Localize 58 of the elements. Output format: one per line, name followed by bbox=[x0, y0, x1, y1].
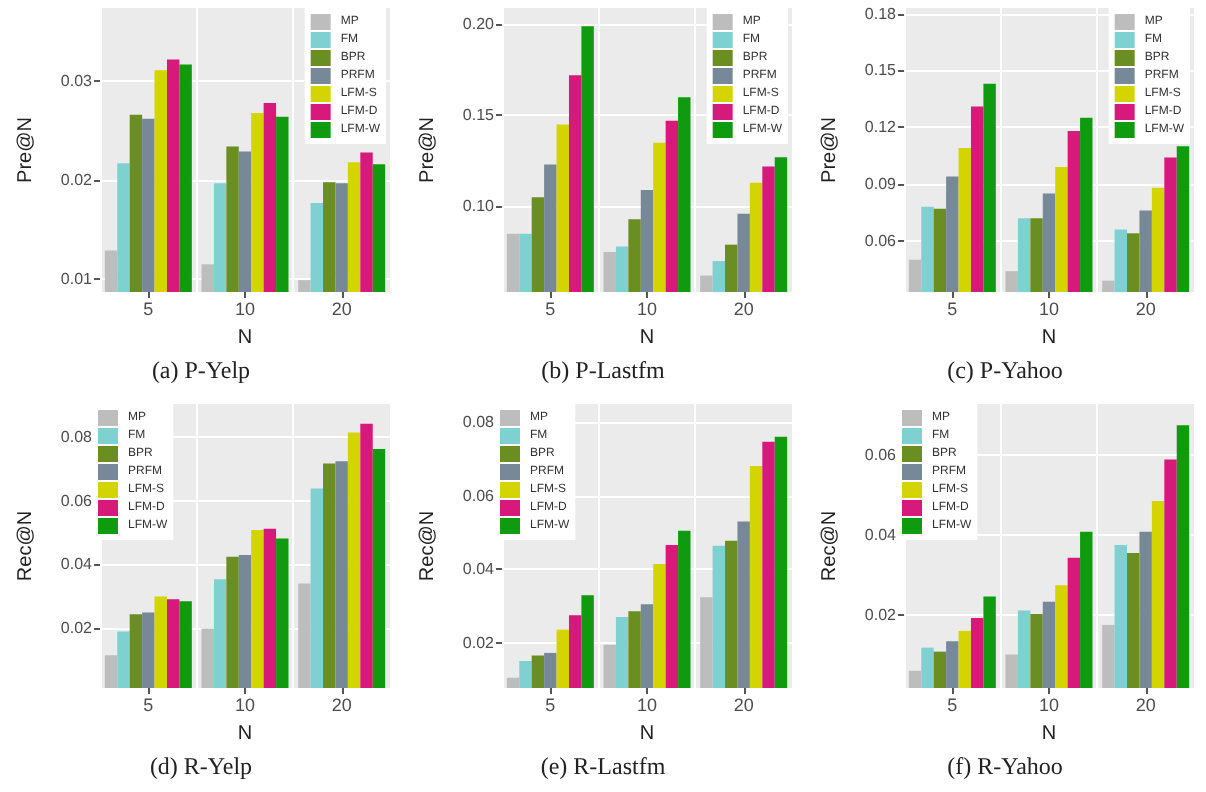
x-tick-label: 20 bbox=[1135, 299, 1156, 319]
y-tick-label: 0.02 bbox=[60, 171, 94, 190]
x-tick-label: 20 bbox=[733, 695, 754, 715]
x-tick-label: 10 bbox=[1038, 695, 1060, 715]
x-tick-label: 10 bbox=[1038, 299, 1060, 319]
x-tick-label: 5 bbox=[947, 695, 958, 715]
x-tick-label: 10 bbox=[234, 299, 256, 319]
y-tick-label: 0.15 bbox=[864, 61, 898, 80]
y-tick-label: 0.08 bbox=[462, 412, 496, 431]
x-tick-label: 20 bbox=[331, 299, 352, 319]
y-tick-label: 0.04 bbox=[462, 560, 496, 579]
x-axis-title: N bbox=[237, 326, 253, 349]
text: (c) P-Yahoo bbox=[947, 356, 1063, 384]
y-tick-label: 0.02 bbox=[864, 605, 898, 624]
y-tick-label: 0.12 bbox=[864, 118, 898, 137]
y-tick-label: 0.06 bbox=[60, 491, 94, 510]
y-axis-title: Rec@N bbox=[417, 510, 439, 582]
x-tick-label: 5 bbox=[947, 299, 958, 319]
x-tick-label: 5 bbox=[545, 695, 556, 715]
x-axis-title: N bbox=[639, 722, 655, 745]
x-tick-label: 20 bbox=[331, 695, 352, 715]
x-tick-label: 5 bbox=[545, 299, 556, 319]
x-tick-label: 5 bbox=[143, 299, 154, 319]
y-tick-label: 0.03 bbox=[60, 72, 94, 91]
text: (a) P-Yelp bbox=[151, 356, 251, 384]
x-tick-label: 10 bbox=[636, 695, 658, 715]
y-tick-label: 0.06 bbox=[864, 445, 898, 464]
y-axis-title: Pre@N bbox=[15, 117, 37, 183]
x-tick-label: 20 bbox=[733, 299, 754, 319]
y-tick-label: 0.01 bbox=[60, 270, 94, 289]
y-tick-label: 0.15 bbox=[462, 106, 496, 125]
x-tick-label: 20 bbox=[1135, 695, 1156, 715]
y-tick-label: 0.06 bbox=[462, 486, 496, 505]
y-tick-label: 0.10 bbox=[462, 197, 496, 216]
y-tick-label: 0.20 bbox=[462, 15, 496, 34]
y-tick-label: 0.02 bbox=[462, 634, 496, 653]
y-tick-label: 0.06 bbox=[864, 231, 898, 250]
y-tick-label: 0.18 bbox=[864, 4, 898, 23]
x-axis-title: N bbox=[1041, 326, 1057, 349]
y-axis-title: Rec@N bbox=[819, 510, 841, 582]
y-tick-label: 0.09 bbox=[864, 175, 898, 194]
x-tick-label: 10 bbox=[636, 299, 658, 319]
text: (e) R-Lastfm bbox=[540, 752, 667, 780]
text: (d) R-Yelp bbox=[149, 752, 253, 780]
x-axis-title: N bbox=[1041, 722, 1057, 745]
x-tick-label: 5 bbox=[143, 695, 154, 715]
y-tick-label: 0.04 bbox=[864, 525, 898, 544]
text: (f) R-Yahoo bbox=[947, 752, 1063, 780]
text: (b) P-Lastfm bbox=[541, 356, 666, 384]
x-axis-title: N bbox=[237, 722, 253, 745]
y-axis-title: Rec@N bbox=[15, 510, 37, 582]
y-tick-label: 0.04 bbox=[60, 555, 94, 574]
x-tick-label: 10 bbox=[234, 695, 256, 715]
y-axis-title: Pre@N bbox=[417, 117, 439, 183]
y-axis-title: Pre@N bbox=[819, 117, 841, 183]
y-tick-label: 0.08 bbox=[60, 428, 94, 447]
y-tick-label: 0.02 bbox=[60, 618, 94, 637]
x-axis-title: N bbox=[639, 326, 655, 349]
